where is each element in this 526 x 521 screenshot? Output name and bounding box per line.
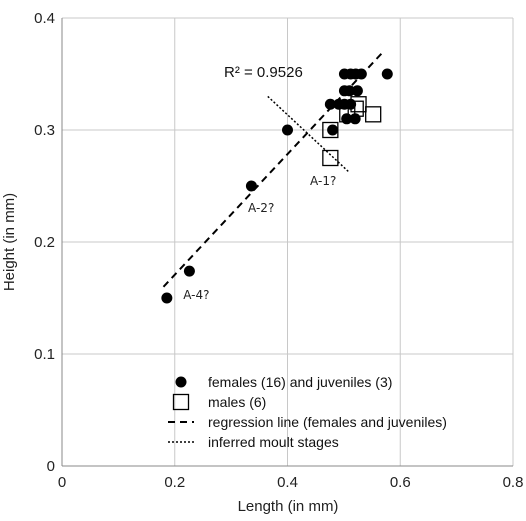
tick-labels: 0 0.2 0.4 0.6 0.8 0 0.1 0.2 0.3 0.4 <box>34 10 523 491</box>
female-juvenile-point <box>351 85 363 97</box>
female-juvenile-point <box>282 124 293 136</box>
female-juvenile-point <box>183 265 195 277</box>
r-squared-label: R² = 0.9526 <box>224 64 303 81</box>
y-tick-label: 0.3 <box>34 122 55 139</box>
legend-label: inferred moult stages <box>208 434 339 450</box>
y-tick-label: 0.2 <box>34 234 55 251</box>
x-tick-label: 0.8 <box>503 474 524 491</box>
legend-label: males (6) <box>208 394 266 410</box>
x-tick-label: 0.2 <box>164 474 185 491</box>
legend-marker-square <box>172 393 190 411</box>
legend-label: females (16) and juveniles (3) <box>208 374 392 390</box>
y-tick-label: 0.4 <box>34 10 55 27</box>
male-point <box>322 121 339 139</box>
y-axis-label: Height (in mm) <box>1 193 18 291</box>
stage-annotation: A-1? <box>310 174 336 188</box>
female-juvenile-point <box>327 124 339 136</box>
male-point <box>339 106 356 123</box>
male-point <box>322 149 339 167</box>
female-juvenile-point <box>324 98 336 110</box>
legend: females (16) and juveniles (3) males (6) r… <box>168 374 447 450</box>
x-axis-label: Length (in mm) <box>238 498 339 515</box>
male-point <box>350 96 367 113</box>
legend-label: regression line (females and juveniles) <box>208 414 447 430</box>
legend-marker-circle <box>175 376 187 388</box>
male-point <box>365 106 382 123</box>
grid <box>62 17 514 466</box>
x-tick-label: 0.6 <box>390 474 411 491</box>
female-juvenile-point <box>161 292 173 304</box>
female-juvenile-point <box>341 113 353 125</box>
data-points <box>161 68 393 304</box>
moult-stage-line <box>267 95 351 174</box>
x-tick-label: 0 <box>58 474 66 491</box>
annotations: A-4? A-2? A-1? <box>183 174 336 302</box>
stage-annotation: A-2? <box>248 201 274 215</box>
stage-annotation: A-4? <box>183 288 209 302</box>
female-juvenile-point <box>245 180 257 192</box>
axes <box>61 18 513 467</box>
female-juvenile-point <box>381 68 393 80</box>
x-tick-label: 0.4 <box>277 474 298 491</box>
y-tick-label: 0.1 <box>34 346 55 363</box>
female-juvenile-point <box>344 85 356 97</box>
male-point <box>347 100 364 117</box>
y-tick-label: 0 <box>47 458 55 475</box>
female-juvenile-point <box>355 68 367 80</box>
